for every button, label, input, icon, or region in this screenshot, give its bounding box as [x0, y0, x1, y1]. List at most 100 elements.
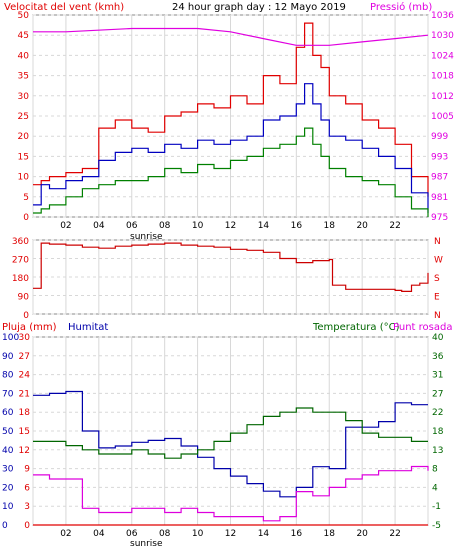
x-tick-label: 12 [225, 529, 236, 539]
dew-point-line [33, 465, 429, 522]
rain-tick-label: 24 [19, 371, 31, 381]
climate-chart-series [33, 390, 429, 526]
wind-chart-axes: 0 5 10 15 20 25 30 35 40 45 50 975 981 987 993 999 1005 1… [18, 11, 455, 231]
pressure-tick-label: 1005 [431, 112, 454, 122]
temperature-tick-label: 27 [432, 389, 443, 399]
humidity-tick-label: 60 [2, 408, 14, 418]
direction-tick-label: 360 [12, 237, 29, 247]
x-tick-label: 20 [356, 221, 368, 231]
temperature-tick-label: -1 [432, 502, 441, 512]
x-tick-label: 10 [192, 221, 204, 231]
wind-speed-axis-label: Velocitat del vent (kmh) [4, 2, 124, 13]
direction-tick-label: 270 [12, 256, 29, 266]
humidity-tick-label: 90 [2, 352, 14, 362]
humidity-axis-label: Humitat [68, 322, 108, 333]
temperature-tick-label: 18 [432, 427, 444, 437]
compass-label: N [434, 311, 441, 321]
x-tick-label: 08 [159, 529, 171, 539]
wind-speed-tick-label: 25 [18, 112, 29, 122]
pressure-tick-label: 987 [431, 173, 448, 183]
x-tick-label: 18 [324, 529, 336, 539]
rain-tick-label: 15 [19, 427, 30, 437]
temperature-tick-label: 22 [432, 408, 443, 418]
wind-speed-tick-label: 5 [23, 193, 29, 203]
wind-direction-line [33, 242, 429, 292]
temperature-tick-label: 31 [432, 371, 443, 381]
x-tick-label: 14 [258, 529, 270, 539]
wind-speed-tick-label: 15 [18, 152, 29, 162]
compass-label: E [434, 293, 440, 303]
temperature-tick-label: 8 [432, 465, 438, 475]
humidity-tick-label: 10 [2, 502, 14, 512]
x-tick-label: 02 [60, 221, 71, 231]
direction-tick-label: 180 [12, 274, 29, 284]
x-tick-label: 20 [356, 529, 368, 539]
rain-tick-label: 30 [19, 333, 31, 343]
compass-label: S [434, 274, 440, 284]
humidity-tick-label: 0 [2, 521, 8, 531]
x-tick-label: 04 [93, 529, 105, 539]
wind-speed-tick-label: 20 [18, 132, 30, 142]
pressure-axis-label: Pressió (mb) [370, 1, 432, 13]
pressure-line [33, 27, 429, 46]
climate-chart-axes: 0 0 -5 10 3 -1 20 6 4 30 9 8 40 12 13 50 15 18 60 18 22 70 21 2… [2, 333, 444, 539]
rain-tick-label: 21 [19, 389, 30, 399]
temperature-tick-label: -5 [432, 521, 441, 531]
x-tick-label: 06 [126, 529, 138, 539]
rain-tick-label: 12 [19, 446, 30, 456]
x-tick-label: 12 [225, 221, 236, 231]
x-tick-label: 22 [389, 221, 400, 231]
x-tick-label: 16 [291, 221, 303, 231]
wind-series-line [33, 127, 429, 217]
temperature-tick-label: 40 [432, 333, 444, 343]
wind-direction-axes: 360 N 270 W 180 S 90 E 0 N [12, 237, 443, 321]
humidity-tick-label: 50 [2, 427, 14, 437]
humidity-tick-label: 100 [2, 333, 19, 343]
wind-speed-tick-label: 10 [18, 173, 30, 183]
dew-point-axis-label: Punt rosada [393, 322, 452, 333]
rain-tick-label: 3 [24, 502, 30, 512]
pressure-tick-label: 1024 [431, 51, 454, 61]
x-tick-label: 18 [324, 221, 336, 231]
sunrise-label: sunrise [130, 232, 163, 242]
humidity-line [33, 390, 428, 498]
wind-speed-tick-label: 50 [18, 11, 30, 21]
humidity-tick-label: 80 [2, 371, 14, 381]
pressure-tick-label: 999 [431, 132, 448, 142]
temperature-line [33, 407, 428, 459]
pressure-tick-label: 981 [431, 193, 448, 203]
temperature-tick-label: 36 [432, 352, 444, 362]
x-tick-label: 06 [126, 221, 138, 231]
pressure-tick-label: 1036 [431, 11, 454, 21]
pressure-tick-label: 1012 [431, 92, 454, 102]
chart-title: 24 hour graph day : 12 Mayo 2019 [172, 2, 346, 13]
x-tick-label: 08 [159, 221, 171, 231]
direction-tick-label: 90 [18, 293, 30, 303]
pressure-tick-label: 993 [431, 152, 448, 162]
temperature-tick-label: 13 [432, 446, 443, 456]
x-tick-label: 22 [389, 529, 400, 539]
wind-series-line [33, 83, 429, 213]
pressure-tick-label: 975 [431, 213, 448, 223]
sunrise-label-bottom: sunrise [130, 539, 163, 549]
temperature-tick-label: 4 [432, 483, 438, 493]
direction-tick-label: 0 [23, 311, 29, 321]
humidity-tick-label: 40 [2, 446, 14, 456]
humidity-tick-label: 30 [2, 465, 14, 475]
pressure-tick-label: 1018 [431, 72, 454, 82]
rain-tick-label: 18 [19, 408, 31, 418]
temperature-axis-label: Temperatura (°C) [312, 322, 400, 333]
humidity-tick-label: 20 [2, 483, 14, 493]
wind-direction-series [33, 242, 429, 292]
wind-speed-tick-label: 45 [18, 31, 29, 41]
wind-speed-tick-label: 40 [18, 51, 30, 61]
rain-tick-label: 9 [24, 465, 30, 475]
humidity-tick-label: 70 [2, 389, 14, 399]
compass-label: W [434, 256, 443, 266]
rain-tick-label: 6 [24, 483, 30, 493]
x-tick-label: 14 [258, 221, 270, 231]
rain-tick-label: 0 [24, 521, 30, 531]
compass-label: N [434, 237, 441, 247]
